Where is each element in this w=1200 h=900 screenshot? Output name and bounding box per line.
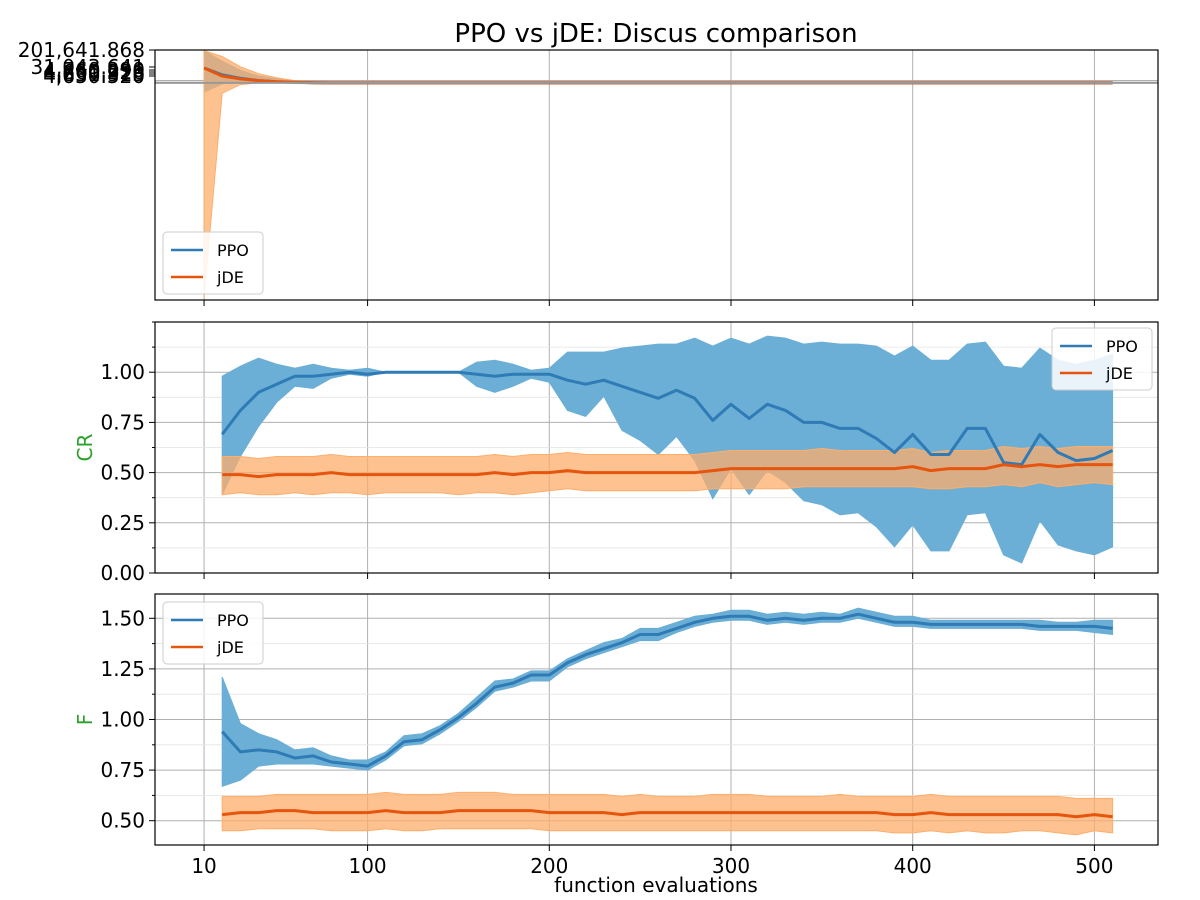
axes-frame xyxy=(154,321,1159,574)
legend: PPO jDE xyxy=(1051,327,1153,391)
axes-frame xyxy=(154,593,1159,846)
y-tick-label: 0.50 xyxy=(100,461,145,485)
y-tick-label: 1.25 xyxy=(100,657,145,681)
legend-box xyxy=(1051,327,1153,391)
x-tick-label: 100 xyxy=(348,854,386,878)
y-tick-label: 31,043.641 xyxy=(30,55,145,79)
panel-cr: 0.00 0.25 0.50 0.75 1.00 CR PPO jDE xyxy=(73,321,1159,585)
band-jde xyxy=(203,50,1113,298)
panel-fitness: 201,641.86831,043.6414,760.2904,660.2264… xyxy=(18,38,1159,306)
legend-label-jde: jDE xyxy=(216,268,244,287)
band-ppo xyxy=(203,49,1113,93)
panel-f: 0.50 0.75 1.00 1.25 1.50 F 10 100 200 300 400 500 PP… xyxy=(73,593,1159,878)
legend-box xyxy=(162,601,264,665)
y-tick-label: 0.25 xyxy=(100,511,145,535)
axes-frame xyxy=(154,49,1159,301)
y-axis-label: F xyxy=(73,714,97,726)
y-tick-label: 0.75 xyxy=(100,410,145,434)
y-tick-label: 1.50 xyxy=(100,606,145,630)
x-tick-label: 400 xyxy=(894,854,932,878)
figure-title: PPO vs jDE: Discus comparison xyxy=(454,19,857,49)
y-tick-label: 0.00 xyxy=(100,561,145,585)
line-jde xyxy=(222,463,1113,479)
y-tick-label: 1.00 xyxy=(100,708,145,732)
line-ppo xyxy=(221,370,1114,467)
legend-box xyxy=(162,231,264,295)
y-tick-label: 0.50 xyxy=(100,809,145,833)
y-tick-label: 201,641.868 xyxy=(18,38,145,62)
x-tick-label: 500 xyxy=(1075,854,1113,878)
y-tick-label: 0.75 xyxy=(100,758,145,782)
line-jde xyxy=(222,809,1113,819)
x-axis-label: function evaluations xyxy=(554,873,758,897)
legend: PPO jDE xyxy=(162,601,264,665)
x-tick-label: 300 xyxy=(712,854,750,878)
y-tick-label: 4,660.226 xyxy=(43,60,145,84)
legend-label-ppo: PPO xyxy=(1106,337,1138,356)
band-ppo xyxy=(221,335,1114,564)
legend: PPO jDE xyxy=(162,231,264,295)
y-axis-label: CR xyxy=(73,433,97,461)
x-tick-label: 10 xyxy=(191,854,216,878)
y-tick-label: 4,760.290 xyxy=(43,58,145,82)
legend-label-jde: jDE xyxy=(216,638,244,657)
legend-label-ppo: PPO xyxy=(217,241,249,260)
x-tick-label: 200 xyxy=(530,854,568,878)
band-jde xyxy=(221,445,1114,496)
band-ppo xyxy=(221,607,1114,787)
legend-label-ppo: PPO xyxy=(217,611,249,630)
y-tick-label: 4,650.520 xyxy=(43,64,145,88)
legend-label-jde: jDE xyxy=(1105,364,1133,383)
y-tick-label: 4,651.913 xyxy=(43,62,145,86)
y-tick-label: 1.00 xyxy=(100,360,145,384)
line-ppo xyxy=(221,612,1113,768)
